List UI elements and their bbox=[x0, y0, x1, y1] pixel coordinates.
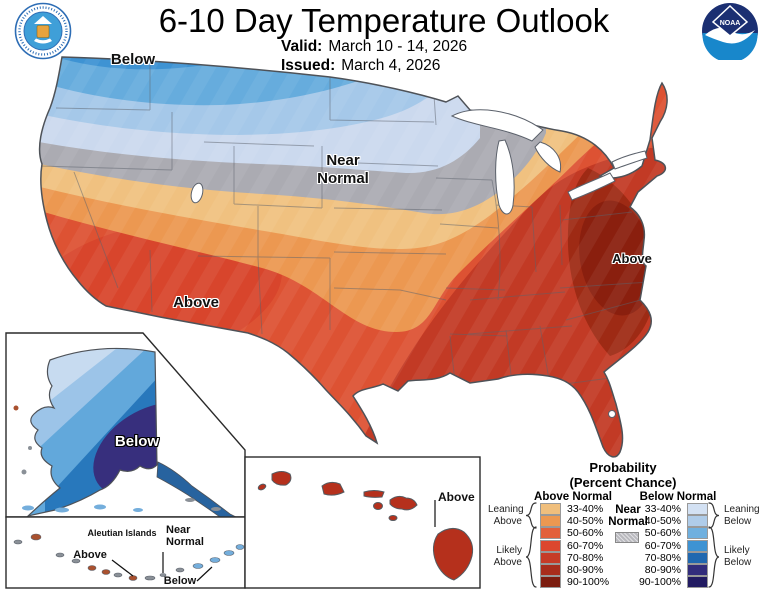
legend-row-below: 60-70% bbox=[609, 540, 708, 552]
legend-leaning-below: Leaning Below bbox=[724, 504, 760, 527]
great-salt-lake bbox=[190, 182, 204, 204]
hawaii-islands bbox=[257, 471, 474, 581]
swatch-below-60-70 bbox=[687, 540, 708, 552]
legend-row-above: 70-80% bbox=[540, 552, 603, 564]
bracket-likely-below bbox=[708, 526, 720, 588]
conus-outline bbox=[38, 56, 668, 458]
label-near-normal: Near Normal bbox=[317, 152, 369, 187]
legend-row-above: 90-100% bbox=[540, 576, 609, 588]
legend-row-below: 80-90% bbox=[609, 564, 708, 576]
lake-okeechobee bbox=[608, 410, 616, 418]
swatch-below-50-60 bbox=[687, 527, 708, 539]
noaa-logo-text: NOAA bbox=[720, 20, 741, 27]
legend-row-below: 50-60% bbox=[609, 527, 708, 539]
swatch-above-70-80 bbox=[540, 552, 561, 564]
noaa-kite-icon bbox=[711, 4, 749, 37]
issued-line: Issued: March 4, 2026 bbox=[281, 56, 467, 75]
legend-row-above: 40-50% bbox=[540, 515, 603, 527]
lake-huron bbox=[534, 141, 562, 173]
label-aleutian-islands: Aleutian Islands bbox=[87, 528, 157, 538]
validity-block: Valid: March 10 - 14, 2026 Issued: March 4… bbox=[281, 37, 467, 75]
swatch-below-40-50 bbox=[687, 515, 708, 527]
island-molokai bbox=[363, 490, 385, 498]
state-borders bbox=[39, 58, 651, 393]
bracket-leaning-below bbox=[708, 502, 720, 529]
legend-row-above: 60-70% bbox=[540, 540, 603, 552]
legend-row-above: 50-60% bbox=[540, 527, 603, 539]
swatch-above-33-40 bbox=[540, 503, 561, 515]
label-aleutian-near-normal: Near Normal bbox=[166, 524, 204, 548]
swatch-above-60-70 bbox=[540, 540, 561, 552]
swatch-below-90-100 bbox=[687, 576, 708, 588]
island-lanai bbox=[373, 502, 383, 510]
swatch-above-40-50 bbox=[540, 515, 561, 527]
island-kauai bbox=[271, 471, 292, 486]
legend-row-above: 80-90% bbox=[540, 564, 603, 576]
label-southwest-above: Above bbox=[173, 294, 219, 311]
legend-below-header: Below Normal bbox=[639, 491, 717, 503]
swatch-below-80-90 bbox=[687, 564, 708, 576]
legend-row-below: 33-40% bbox=[609, 503, 708, 515]
legend-row-below: 40-50% bbox=[609, 515, 708, 527]
aleutian-islands-chain bbox=[13, 533, 245, 581]
lake-ontario bbox=[611, 150, 648, 170]
legend-likely-above: Likely Above bbox=[493, 545, 522, 568]
label-aleutian-above: Above bbox=[73, 549, 107, 561]
seal-eagle-icon bbox=[34, 16, 52, 24]
island-hawaii-big bbox=[432, 528, 474, 581]
legend-subtitle: (Percent Chance) bbox=[569, 475, 677, 490]
lake-superior bbox=[450, 109, 544, 142]
lake-erie bbox=[567, 172, 616, 201]
legend-row-above: 33-40% bbox=[540, 503, 603, 515]
label-aleutian-below: Below bbox=[163, 575, 197, 587]
commerce-seal-logo bbox=[14, 2, 72, 60]
label-hawaii-above: Above bbox=[438, 490, 475, 504]
island-maui bbox=[389, 495, 418, 511]
legend-likely-below: Likely Below bbox=[724, 545, 752, 568]
aleutian-inset-box bbox=[5, 516, 246, 589]
noaa-logo: NOAA bbox=[702, 3, 758, 60]
swatch-above-50-60 bbox=[540, 527, 561, 539]
valid-label: Valid: bbox=[281, 38, 323, 55]
legend-row-below: 90-100% bbox=[609, 576, 708, 588]
island-kahoolawe bbox=[388, 515, 398, 521]
bracket-likely-above bbox=[525, 526, 537, 588]
bracket-leaning-above bbox=[525, 502, 537, 529]
legend-title: Probability bbox=[589, 460, 657, 475]
swatch-near-normal bbox=[615, 532, 639, 543]
island-oahu bbox=[321, 481, 345, 496]
legend: Probability (Percent Chance) Above Norma… bbox=[488, 455, 768, 593]
valid-value: March 10 - 14, 2026 bbox=[328, 38, 468, 55]
swatch-below-33-40 bbox=[687, 503, 708, 515]
label-alaska-below: Below bbox=[114, 433, 160, 450]
swatch-above-80-90 bbox=[540, 564, 561, 576]
great-lakes bbox=[190, 109, 648, 418]
label-northwest-below: Below bbox=[110, 51, 156, 68]
legend-leaning-above: Leaning Above bbox=[488, 504, 524, 527]
seal-ship-icon bbox=[34, 38, 52, 44]
page-title: 6-10 Day Temperature Outlook bbox=[158, 2, 610, 39]
lake-michigan bbox=[495, 139, 515, 215]
issued-label: Issued: bbox=[281, 57, 336, 74]
legend-above-header: Above Normal bbox=[534, 491, 612, 503]
alaska-outline bbox=[25, 347, 158, 518]
aleutian-label-pointers bbox=[111, 552, 213, 582]
alaska-small-islands bbox=[13, 405, 221, 513]
valid-line: Valid: March 10 - 14, 2026 bbox=[281, 37, 467, 56]
swatch-below-70-80 bbox=[687, 552, 708, 564]
legend-row-below: 70-80% bbox=[609, 552, 708, 564]
swatch-above-90-100 bbox=[540, 576, 561, 588]
issued-value: March 4, 2026 bbox=[341, 57, 441, 74]
island-niihau bbox=[257, 483, 267, 491]
label-east-above: Above bbox=[612, 251, 652, 266]
legend-near-normal: Near Normal bbox=[608, 504, 648, 528]
